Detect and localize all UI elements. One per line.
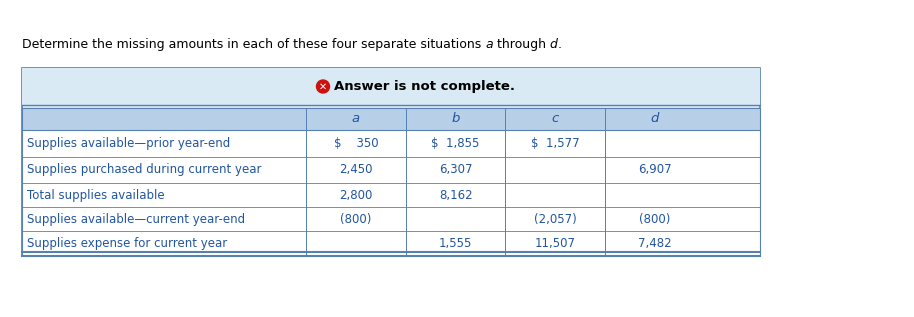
Text: a: a bbox=[485, 38, 493, 51]
Bar bbox=[22, 108, 760, 130]
Text: c: c bbox=[551, 113, 558, 126]
Text: 2,800: 2,800 bbox=[339, 189, 373, 202]
Text: $  1,577: $ 1,577 bbox=[531, 137, 579, 150]
Text: 8,162: 8,162 bbox=[439, 189, 473, 202]
Text: Supplies available—current year-end: Supplies available—current year-end bbox=[27, 212, 245, 225]
Text: $    350: $ 350 bbox=[334, 137, 378, 150]
Text: ✕: ✕ bbox=[319, 81, 327, 92]
Text: (800): (800) bbox=[340, 212, 372, 225]
Text: 11,507: 11,507 bbox=[535, 236, 576, 249]
Bar bbox=[22, 68, 760, 255]
Text: Supplies expense for current year: Supplies expense for current year bbox=[27, 236, 228, 249]
Bar bbox=[22, 68, 760, 105]
Text: $  1,855: $ 1,855 bbox=[431, 137, 480, 150]
Text: 2,450: 2,450 bbox=[339, 164, 373, 177]
Text: Determine the missing amounts in each of these four separate situations: Determine the missing amounts in each of… bbox=[22, 38, 485, 51]
Text: a: a bbox=[352, 113, 360, 126]
Bar bbox=[22, 130, 760, 255]
Circle shape bbox=[316, 80, 330, 93]
Text: (2,057): (2,057) bbox=[534, 212, 577, 225]
Text: Supplies available—prior year-end: Supplies available—prior year-end bbox=[27, 137, 230, 150]
Text: through: through bbox=[493, 38, 550, 51]
Text: 6,307: 6,307 bbox=[439, 164, 473, 177]
Text: d: d bbox=[550, 38, 558, 51]
Text: Total supplies available: Total supplies available bbox=[27, 189, 165, 202]
Text: 7,482: 7,482 bbox=[638, 236, 672, 249]
Text: Answer is not complete.: Answer is not complete. bbox=[335, 80, 515, 93]
Text: Supplies purchased during current year: Supplies purchased during current year bbox=[27, 164, 261, 177]
Text: 6,907: 6,907 bbox=[638, 164, 672, 177]
Text: d: d bbox=[651, 113, 659, 126]
Text: b: b bbox=[452, 113, 460, 126]
Text: 1,555: 1,555 bbox=[439, 236, 473, 249]
Text: (800): (800) bbox=[639, 212, 671, 225]
Text: .: . bbox=[558, 38, 562, 51]
